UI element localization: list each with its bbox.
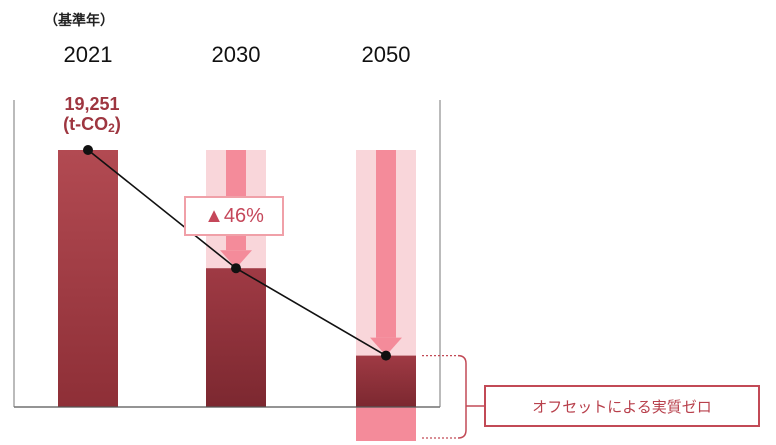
- unit-close: ): [114, 114, 121, 134]
- year-label-2021: 2021: [63, 42, 113, 67]
- data-point-2030: [231, 263, 241, 274]
- offset-extension-2050: [356, 407, 416, 441]
- year-label-2030: 2030: [211, 42, 261, 67]
- unit-subscript: 2: [108, 121, 115, 135]
- data-point-2050: [381, 350, 391, 361]
- offset-callout: オフセットによる実質ゼロ: [484, 385, 760, 427]
- reduction-arrow-shaft-2050: [376, 150, 396, 338]
- base-value-unit: (t-CO2): [52, 114, 132, 138]
- offset-bracket-curve: [457, 354, 467, 439]
- unit-open: (t-CO: [63, 114, 109, 134]
- year-label-2050: 2050: [361, 42, 411, 67]
- reduction-arrow-head-2050: [370, 337, 402, 356]
- reduction-badge: ▲46%: [184, 196, 284, 236]
- bar-2050: [356, 355, 416, 407]
- bar-2030: [206, 268, 266, 407]
- reduction-arrow-head-2030: [220, 250, 252, 269]
- base-year-label: （基準年）: [44, 13, 114, 29]
- base-value-number: 19,251: [64, 94, 120, 114]
- data-point-2021: [83, 145, 93, 155]
- base-value-label: 19,251 (t-CO2): [52, 94, 132, 138]
- bar-2021: [58, 150, 118, 407]
